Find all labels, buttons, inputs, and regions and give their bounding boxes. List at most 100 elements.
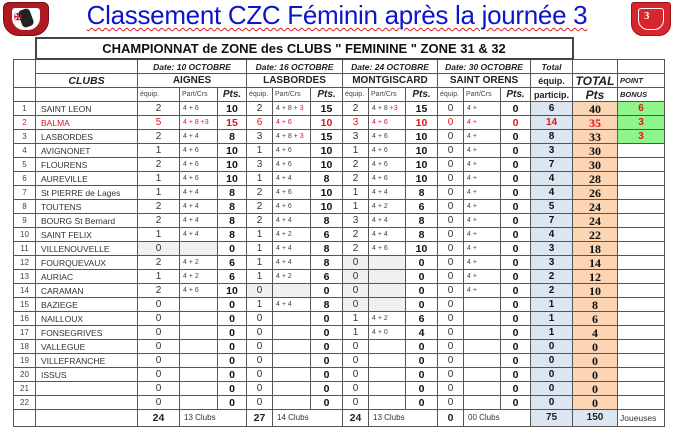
round-equip: 0 <box>342 339 369 354</box>
round-equip: 0 <box>246 353 273 368</box>
round-equip: 0 <box>246 339 273 354</box>
round-part: 4 + 2 <box>368 199 406 214</box>
round-part: 4 + 6 <box>368 143 406 158</box>
round-venue: LASBORDES <box>246 73 343 88</box>
total-equip: 0 <box>530 339 573 354</box>
round-equip: 0 <box>137 241 180 256</box>
round-part <box>179 241 218 256</box>
round-equip: 0 <box>246 283 273 298</box>
point-bonus <box>617 213 665 228</box>
rank-cell: 17 <box>13 325 36 340</box>
joueuses-label: Joueuses <box>617 409 665 427</box>
round-part <box>272 381 311 396</box>
part-text: 4 + 4 <box>276 244 292 252</box>
part-text: 4 + <box>467 272 477 280</box>
round-part <box>272 283 311 298</box>
round-equip: 2 <box>342 241 369 256</box>
round-part: 4 + 6 <box>368 157 406 172</box>
total-pts: 10 <box>572 283 618 298</box>
round-equip: 0 <box>437 297 464 312</box>
round-pts: 8 <box>310 213 343 228</box>
round-pts: 0 <box>217 297 247 312</box>
round-part: 4 + 4 <box>272 171 311 186</box>
club-name: FONSEGRIVES <box>35 325 138 340</box>
clubs-header: CLUBS <box>35 73 138 88</box>
total-equip: 3 <box>530 143 573 158</box>
point-bonus <box>617 381 665 396</box>
round-equip: 0 <box>437 325 464 340</box>
round-pts: 10 <box>405 143 438 158</box>
round-equip: 0 <box>137 367 180 382</box>
bonus-plus-text: +3 <box>389 104 398 112</box>
rank-cell: 21 <box>13 381 36 396</box>
round-part <box>368 339 406 354</box>
round-equip: 0 <box>437 171 464 186</box>
rank-cell: 9 <box>13 213 36 228</box>
total-equip: 4 <box>530 185 573 200</box>
round-part <box>179 367 218 382</box>
round-pts: 8 <box>405 185 438 200</box>
total-pts: 0 <box>572 381 618 396</box>
round-pts: 0 <box>217 381 247 396</box>
round-pts: 8 <box>217 129 247 144</box>
part-text: 4 + 2 <box>372 202 388 210</box>
round-equip: 2 <box>246 101 273 116</box>
total-pts: 0 <box>572 339 618 354</box>
part-text: 4 + <box>467 258 477 266</box>
total-pts-header-line2: Pts <box>572 87 618 102</box>
part-subheader: Part/Crs <box>463 87 501 102</box>
round-equip-sum: 24 <box>137 409 180 427</box>
round-part: 4 + 8 + 3 <box>272 129 311 144</box>
total-pts: 24 <box>572 199 618 214</box>
total-equip: 3 <box>530 241 573 256</box>
total-equip: 7 <box>530 213 573 228</box>
total-pts: 18 <box>572 241 618 256</box>
round-pts: 15 <box>310 101 343 116</box>
round-part <box>368 255 406 270</box>
round-part: 4 + <box>463 227 501 242</box>
round-pts: 0 <box>500 367 531 382</box>
round-equip: 0 <box>437 269 464 284</box>
round-pts: 0 <box>310 367 343 382</box>
point-bonus <box>617 171 665 186</box>
part-text: 4 + 6 <box>183 146 199 154</box>
point-bonus <box>617 339 665 354</box>
round-part: 4 + 2 <box>272 269 311 284</box>
point-bonus <box>617 241 665 256</box>
round-equip: 1 <box>342 199 369 214</box>
round-part: 4 + 4 <box>272 255 311 270</box>
clubs-subheader-spacer <box>35 87 138 102</box>
grand-total-equip: 75 <box>530 409 573 427</box>
total-equip: 5 <box>530 199 573 214</box>
round-date: Date: 24 OCTOBRE <box>342 58 438 74</box>
round-equip: 0 <box>437 241 464 256</box>
point-bonus <box>617 325 665 340</box>
round-equip: 3 <box>246 157 273 172</box>
part-text: 4 + 8 + <box>276 104 300 112</box>
round-equip: 0 <box>437 367 464 382</box>
round-pts: 0 <box>500 311 531 326</box>
round-equip: 1 <box>246 227 273 242</box>
round-pts: 8 <box>217 227 247 242</box>
total-equip: 0 <box>530 353 573 368</box>
round-pts: 0 <box>405 381 438 396</box>
part-text: 4 + 4 <box>276 216 292 224</box>
round-equip: 2 <box>342 101 369 116</box>
round-part: 4 + 6 <box>272 143 311 158</box>
equip-subheader: équip. <box>437 87 464 102</box>
part-text: 4 + <box>467 202 477 210</box>
round-pts: 0 <box>405 269 438 284</box>
round-part <box>179 339 218 354</box>
round-pts: 0 <box>310 339 343 354</box>
club-name <box>35 381 138 396</box>
total-header-line2: équip. <box>530 73 573 88</box>
round-part: 4 + 2 <box>368 311 406 326</box>
point-bonus: 6 <box>617 101 665 116</box>
table-row: 1 SAINT LEON 2 4 + 6 10 2 4 + 8 + 3 15 2 4 + 8 +3… <box>13 101 665 116</box>
part-text: 4 + 6 <box>372 146 388 154</box>
part-text: 4 + 4 <box>276 300 292 308</box>
round-equip: 0 <box>137 311 180 326</box>
round-venue: AIGNES <box>137 73 247 88</box>
round-pts: 0 <box>500 339 531 354</box>
